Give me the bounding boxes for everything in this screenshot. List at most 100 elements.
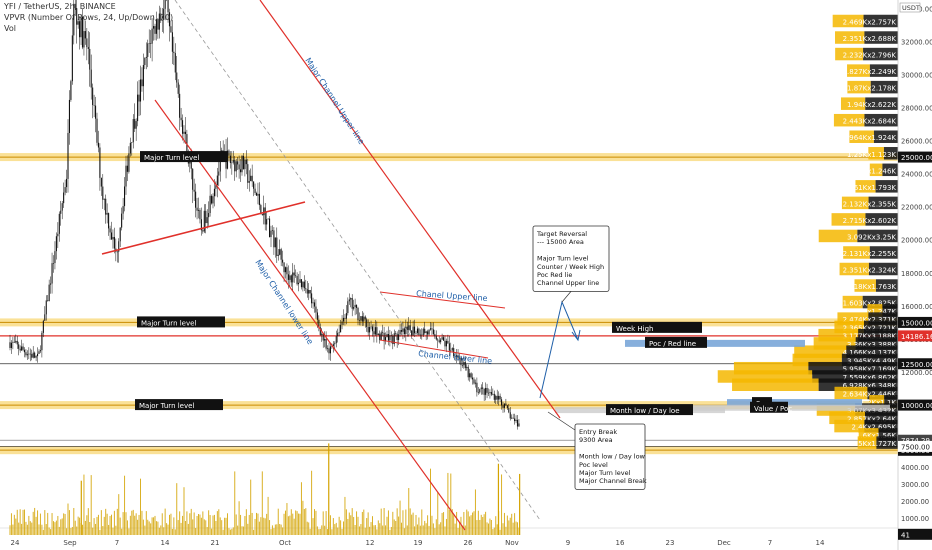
candle-body-91 bbox=[139, 79, 142, 102]
x-tick-label-1: 24 bbox=[11, 539, 20, 547]
candle-body-16 bbox=[31, 354, 33, 358]
volume-bar-40 bbox=[66, 528, 68, 535]
x-tick-label-2: Sep bbox=[63, 539, 77, 547]
candle-body-163 bbox=[244, 159, 246, 170]
volume-bar-164 bbox=[245, 509, 247, 535]
volume-bar-297 bbox=[438, 524, 440, 535]
turn-level-label-2: Major Turn level bbox=[141, 319, 196, 327]
volume-bar-138 bbox=[208, 510, 210, 535]
candle-body-95 bbox=[145, 56, 147, 58]
candle-body-197 bbox=[293, 272, 295, 276]
volume-bar-275 bbox=[406, 525, 408, 535]
volume-bar-47 bbox=[76, 526, 78, 535]
volume-bar-288 bbox=[425, 523, 427, 535]
volume-bar-316 bbox=[466, 509, 468, 535]
candle-body-225 bbox=[334, 343, 336, 345]
candle-body-270 bbox=[399, 330, 401, 335]
vp-row-label-12: 2.132Kx2.355K bbox=[843, 200, 897, 208]
volume-bar-165 bbox=[247, 523, 249, 535]
candle-body-309 bbox=[456, 355, 458, 357]
volume-bar-52 bbox=[83, 474, 85, 535]
vpvr-indicator-label[interactable]: VPVR (Number Of Rows, 24, Up/Down, 70) bbox=[4, 13, 174, 22]
volume-bar-13 bbox=[26, 524, 28, 535]
price-tag-bg-1 bbox=[898, 151, 932, 163]
y-tick-label-2: 32000.00 bbox=[901, 38, 932, 46]
candle-body-304 bbox=[448, 343, 450, 351]
volume-bar-220 bbox=[327, 529, 329, 535]
volume-bar-345 bbox=[508, 520, 510, 535]
target-box-line-7: Channel Upper line bbox=[537, 279, 599, 287]
volume-bar-264 bbox=[390, 526, 392, 535]
volume-indicator-label[interactable]: Vol bbox=[4, 24, 16, 33]
volume-bar-38 bbox=[63, 513, 65, 535]
volume-bar-169 bbox=[253, 529, 255, 535]
volume-bar-208 bbox=[309, 528, 311, 535]
vp-down-bar-1 bbox=[863, 14, 898, 28]
usdt-label: USDT bbox=[902, 4, 920, 12]
candle-body-333 bbox=[490, 392, 492, 395]
y-tick-label-3: 30000.00 bbox=[901, 71, 932, 79]
target-box-line-2: --- 15000 Area bbox=[537, 238, 584, 246]
x-tick-label-11: 9 bbox=[566, 539, 570, 547]
poc-red-line-bar bbox=[625, 339, 805, 347]
candle-body-227 bbox=[337, 332, 339, 337]
candle-body-303 bbox=[447, 340, 449, 344]
volume-bar-254 bbox=[376, 529, 378, 535]
candle-body-316 bbox=[466, 366, 468, 369]
candle-body-5 bbox=[15, 340, 17, 343]
candle-body-145 bbox=[218, 171, 220, 176]
candle-body-318 bbox=[469, 373, 471, 378]
candle-body-82 bbox=[126, 165, 128, 172]
candle-body-295 bbox=[435, 336, 437, 340]
candle-body-158 bbox=[237, 161, 239, 165]
candle-body-129 bbox=[195, 191, 197, 208]
candle-body-274 bbox=[405, 326, 407, 335]
candle-body-85 bbox=[131, 142, 133, 143]
candle-body-41 bbox=[67, 132, 69, 179]
candle-body-319 bbox=[470, 373, 472, 378]
candle-body-13 bbox=[26, 354, 28, 356]
vp-row-label-8: 1.964Kx1.924K bbox=[843, 134, 897, 142]
candle-body-214 bbox=[318, 319, 320, 328]
candle-body-27 bbox=[47, 300, 49, 302]
volume-bar-156 bbox=[234, 471, 236, 535]
candle-body-24 bbox=[42, 320, 44, 333]
volume-bar-191 bbox=[285, 510, 286, 535]
volume-bar-35 bbox=[58, 526, 60, 535]
candle-body-64 bbox=[100, 177, 102, 187]
candle-body-114 bbox=[173, 51, 175, 54]
volume-bar-77 bbox=[119, 517, 121, 535]
vp-up-bar-35 bbox=[857, 436, 877, 449]
volume-bar-51 bbox=[82, 524, 83, 535]
candle-body-261 bbox=[386, 334, 388, 338]
candle-body-44 bbox=[71, 35, 73, 82]
volume-bar-103 bbox=[157, 521, 159, 535]
volume-bar-67 bbox=[105, 508, 107, 535]
volume-bar-317 bbox=[467, 511, 469, 535]
volume-bar-200 bbox=[298, 513, 300, 535]
volume-bar-258 bbox=[382, 525, 384, 535]
volume-bar-213 bbox=[316, 526, 318, 535]
poc-red-line-label-bg bbox=[645, 336, 707, 348]
volume-bar-24 bbox=[42, 529, 44, 535]
volume-bar-210 bbox=[312, 518, 314, 535]
candle-body-96 bbox=[147, 43, 149, 57]
candle-body-60 bbox=[95, 105, 97, 119]
volume-bar-85 bbox=[131, 510, 133, 535]
candle-body-344 bbox=[506, 405, 508, 409]
candle-body-92 bbox=[141, 79, 143, 87]
candle-body-108 bbox=[164, 0, 166, 9]
symbol-title[interactable]: YFI / TetherUS, 2h, BINANCE bbox=[4, 2, 116, 11]
price-tag-4: 12500.00 bbox=[901, 361, 932, 369]
candle-body-277 bbox=[409, 325, 411, 331]
volume-bar-131 bbox=[198, 513, 199, 535]
volume-bar-80 bbox=[124, 475, 126, 535]
volume-bar-250 bbox=[370, 522, 372, 535]
volume-bar-343 bbox=[505, 526, 507, 535]
volume-bar-321 bbox=[473, 511, 475, 535]
candle-body-14 bbox=[28, 353, 30, 355]
candle-body-203 bbox=[302, 281, 304, 288]
volume-bar-130 bbox=[196, 515, 198, 535]
